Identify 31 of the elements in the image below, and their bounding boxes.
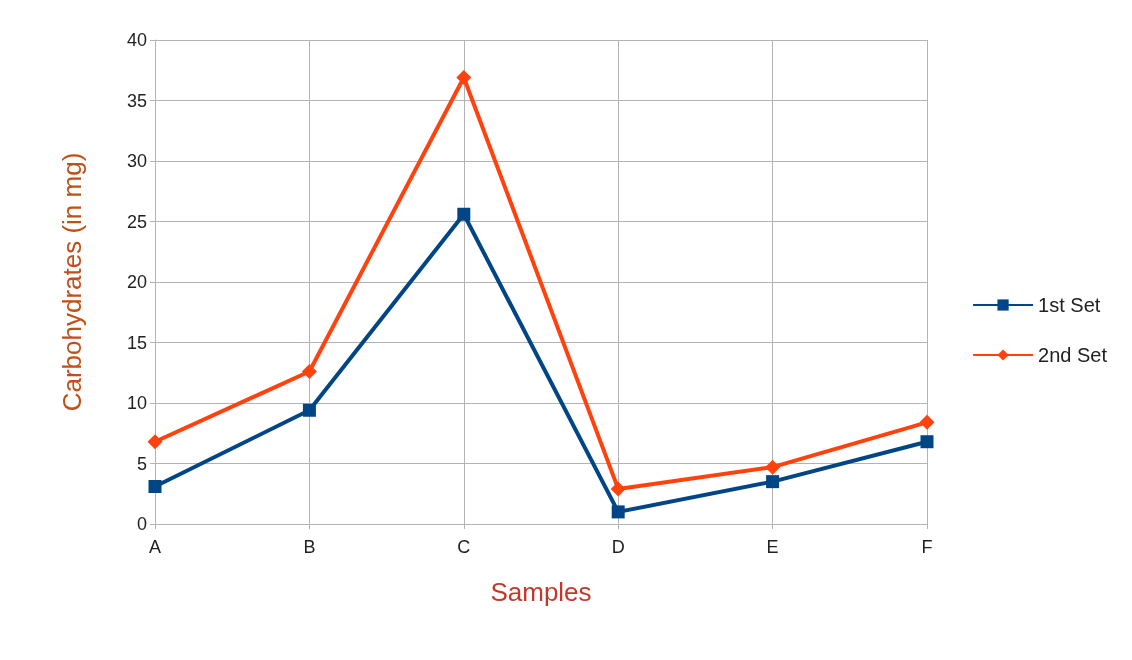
x-axis-title: Samples: [490, 577, 592, 607]
y-tick-label: 30: [126, 151, 147, 171]
x-tick-label: E: [766, 537, 779, 557]
legend-label: 1st Set: [1038, 294, 1101, 316]
y-tick-label: 15: [126, 332, 147, 353]
point: [147, 434, 163, 450]
point: [456, 70, 472, 86]
point: [920, 435, 934, 449]
x-tick-label: C: [457, 537, 471, 557]
y-tick-label: 35: [126, 90, 147, 111]
y-tick-label: 40: [126, 30, 147, 50]
x-tick-label: A: [148, 537, 162, 557]
point: [611, 505, 625, 519]
y-tick-label: 5: [136, 453, 147, 474]
point: [302, 403, 316, 417]
x-tick-label: F: [921, 537, 933, 557]
point: [148, 479, 162, 493]
point: [766, 475, 780, 489]
y-axis-title: Carbohydrates (in mg): [57, 152, 87, 412]
point: [457, 207, 471, 221]
point: [301, 364, 317, 380]
point: [610, 481, 626, 497]
y-tick-label: 10: [126, 393, 147, 413]
legend-label: 2nd Set: [1038, 344, 1108, 366]
y-tick-label: 0: [136, 514, 147, 534]
x-tick-label: B: [303, 537, 316, 557]
x-tick-label: D: [611, 537, 625, 557]
point: [765, 459, 781, 475]
point: [919, 414, 935, 430]
y-tick-label: 25: [126, 211, 147, 232]
y-tick-label: 20: [126, 272, 147, 292]
